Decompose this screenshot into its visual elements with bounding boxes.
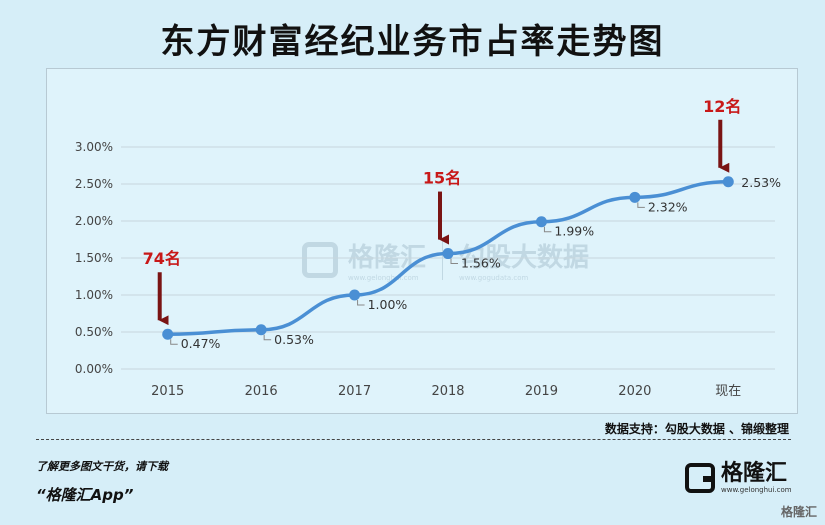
rank-annotation: 12名 <box>703 97 741 116</box>
corner-watermark: 格隆汇 <box>780 505 817 519</box>
data-point <box>629 191 641 203</box>
x-tick-label: 2018 <box>431 384 464 399</box>
y-tick-label: 0.50% <box>75 325 113 339</box>
x-tick-label: 2016 <box>245 384 278 399</box>
gelonghui-logo-icon <box>302 241 338 278</box>
data-label: 1.56% <box>461 256 501 271</box>
footer-divider <box>36 439 791 440</box>
data-label: 2.32% <box>648 199 688 214</box>
data-label-leader <box>450 258 458 265</box>
watermark-separator <box>442 239 444 280</box>
data-point <box>442 248 454 260</box>
brand-mark-icon <box>685 463 715 493</box>
rank-annotation: 74名 <box>143 249 181 268</box>
market-share-line-chart: 0.00% 0.50% 1.00% 1.50% 2.00% 2.50% 3.00% 2015 2… <box>75 97 781 399</box>
y-tick-label: 1.00% <box>75 288 113 302</box>
footer-app-name: “格隆汇App” <box>36 486 134 504</box>
data-label: 2.53% <box>741 175 781 190</box>
data-label-leader <box>263 334 272 341</box>
data-label: 0.53% <box>274 332 314 347</box>
source-note: 数据支持：勾股大数据 、锦缎整理 <box>604 422 789 436</box>
x-tick-label: 2015 <box>151 384 184 399</box>
chart-title: 东方财富经纪业务市占率走势图 <box>160 22 665 62</box>
data-point <box>255 324 267 336</box>
brand-name: 格隆汇 <box>721 460 788 486</box>
data-label-leader <box>170 339 178 345</box>
data-point <box>722 176 734 188</box>
rank-annotation: 15名 <box>423 169 461 188</box>
x-tick-label: 现在 <box>715 384 741 399</box>
data-point <box>535 216 547 228</box>
data-label-leader <box>357 300 365 306</box>
brand-logo: 格隆汇 www.gelonghui.com <box>685 460 792 496</box>
data-label: 1.99% <box>554 224 594 239</box>
x-tick-label: 2017 <box>338 384 371 399</box>
watermark-url-2: www.gogudata.com <box>459 274 529 282</box>
brand-url: www.gelonghui.com <box>721 485 792 494</box>
x-tick-label: 2020 <box>618 384 651 399</box>
data-label-leader <box>543 226 552 233</box>
data-label: 0.47% <box>181 336 221 351</box>
footer-tip: 了解更多图文干货，请下载 <box>36 460 168 473</box>
chart-frame: 格隆汇 www.gelonghui.com 勾股大数据 www.gogudata… <box>46 68 798 414</box>
x-tick-label: 2019 <box>525 384 558 399</box>
data-point <box>349 289 361 301</box>
data-label-leader <box>637 202 645 208</box>
y-tick-label: 1.50% <box>75 251 113 265</box>
data-label: 1.00% <box>368 297 408 312</box>
y-tick-label: 0.00% <box>75 362 113 376</box>
y-tick-label: 2.50% <box>75 177 113 191</box>
y-tick-label: 3.00% <box>75 140 113 154</box>
data-point <box>162 328 174 340</box>
y-tick-label: 2.00% <box>75 214 113 228</box>
watermark-url-1: www.gelonghui.com <box>348 274 419 282</box>
